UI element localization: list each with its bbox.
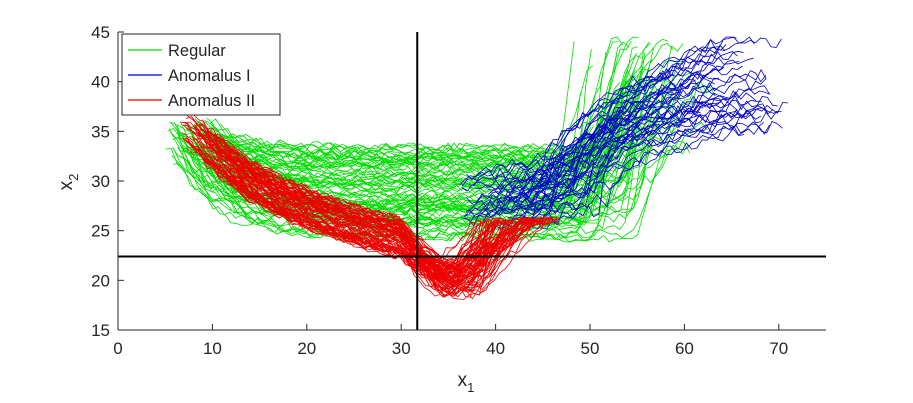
legend-label: Regular bbox=[168, 42, 226, 60]
series-line bbox=[463, 85, 770, 227]
y-tick-label: 20 bbox=[91, 271, 110, 290]
series-line bbox=[221, 149, 476, 264]
x-tick-label: 70 bbox=[769, 339, 788, 358]
series-line bbox=[183, 98, 671, 230]
series-line bbox=[516, 74, 719, 216]
series-line bbox=[204, 69, 636, 152]
series-layer bbox=[165, 36, 788, 300]
series-line bbox=[225, 153, 528, 287]
series-line bbox=[466, 99, 727, 204]
series-line bbox=[180, 108, 503, 291]
x-tick-label: 40 bbox=[486, 339, 505, 358]
axes: 0 10 20 30 40 50 60 70 15 20 25 30 35 40 45 bbox=[91, 23, 826, 358]
series-line bbox=[480, 70, 674, 214]
reference-lines bbox=[118, 32, 826, 330]
series-line bbox=[213, 155, 526, 269]
series-line bbox=[182, 137, 485, 280]
series-line bbox=[197, 93, 618, 167]
x-tick-label: 50 bbox=[581, 339, 600, 358]
series-line bbox=[533, 85, 716, 219]
series-line bbox=[527, 120, 783, 192]
y-tick-label: 30 bbox=[91, 172, 110, 191]
y-tick-label: 45 bbox=[91, 23, 110, 42]
series-line bbox=[542, 37, 782, 154]
series-line bbox=[464, 78, 767, 218]
series-line bbox=[204, 131, 553, 297]
y-tick-label: 35 bbox=[91, 122, 110, 141]
series-line bbox=[173, 65, 594, 159]
y-tick-label: 40 bbox=[91, 73, 110, 92]
series-line bbox=[527, 101, 788, 229]
series-line bbox=[459, 95, 756, 185]
series-anomalus-ii bbox=[179, 103, 561, 300]
x-tick-label: 10 bbox=[203, 339, 222, 358]
legend-label: Anomalus I bbox=[168, 67, 251, 85]
series-line bbox=[199, 121, 625, 157]
series-line bbox=[524, 57, 754, 228]
y-tick-label: 15 bbox=[91, 321, 110, 340]
series-line bbox=[197, 79, 663, 242]
series-line bbox=[208, 131, 557, 279]
x-tick-label: 60 bbox=[675, 339, 694, 358]
series-line bbox=[216, 164, 539, 298]
series-line bbox=[206, 72, 695, 243]
series-line bbox=[466, 38, 727, 180]
legend-label: Anomalus II bbox=[168, 92, 255, 110]
series-line bbox=[203, 51, 607, 222]
series-anomalus-i bbox=[459, 36, 788, 231]
series-line bbox=[209, 167, 506, 300]
x-tick-label: 20 bbox=[297, 339, 316, 358]
series-line bbox=[475, 69, 767, 191]
series-line bbox=[493, 65, 743, 202]
series-line bbox=[531, 70, 767, 222]
series-line bbox=[519, 121, 764, 210]
series-line bbox=[468, 125, 745, 226]
series-line bbox=[214, 121, 708, 203]
series-line bbox=[208, 162, 490, 285]
series-line bbox=[497, 105, 779, 231]
series-line bbox=[172, 147, 650, 231]
x-tick-label: 30 bbox=[392, 339, 411, 358]
x-tick-label: 0 bbox=[113, 339, 122, 358]
series-line bbox=[193, 126, 527, 287]
y-tick-label: 25 bbox=[91, 222, 110, 241]
x-axis-label: x1 bbox=[458, 370, 475, 395]
series-line bbox=[539, 103, 774, 189]
series-line bbox=[208, 144, 475, 275]
legend: Regular Anomalus I Anomalus II bbox=[121, 33, 281, 116]
series-line bbox=[495, 92, 730, 230]
y-axis-label: x2 bbox=[56, 174, 81, 191]
series-line bbox=[520, 50, 744, 183]
series-line bbox=[487, 36, 737, 191]
series-line bbox=[482, 111, 701, 224]
